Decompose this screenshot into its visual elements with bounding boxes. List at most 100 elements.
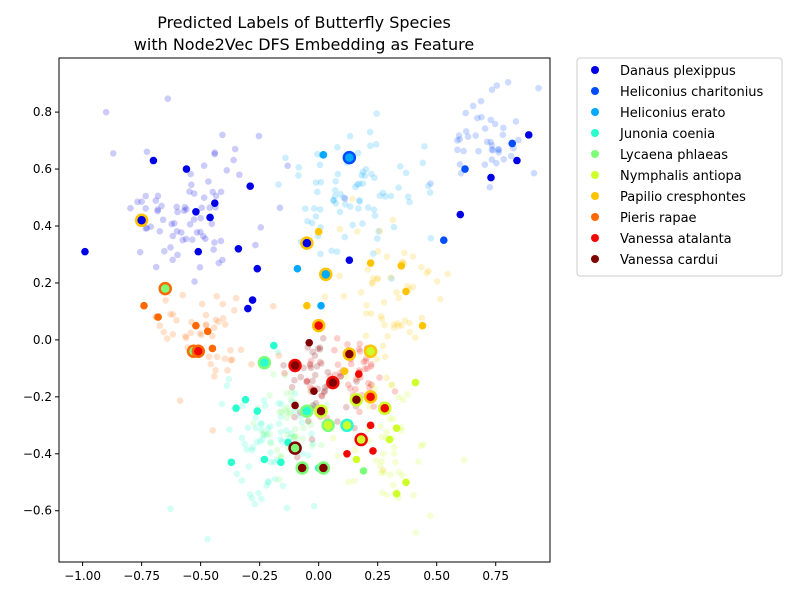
y-tick-label: 0.6	[33, 162, 52, 176]
legend-marker	[591, 66, 599, 74]
legend-marker	[591, 87, 599, 95]
background-point	[297, 373, 305, 381]
background-point	[163, 335, 171, 342]
background-point	[261, 431, 269, 439]
data-point	[319, 151, 328, 159]
background-point	[475, 147, 482, 155]
highlighted-point	[288, 358, 302, 373]
background-point	[174, 208, 181, 216]
legend-label: Heliconius charitonius	[620, 85, 764, 100]
background-point	[372, 457, 380, 464]
background-point	[225, 375, 233, 383]
background-point	[387, 273, 395, 281]
background-point	[330, 197, 337, 204]
background-point	[298, 418, 306, 426]
background-point	[304, 418, 312, 426]
background-point	[147, 223, 155, 231]
background-point	[406, 198, 413, 206]
background-point	[291, 376, 298, 384]
data-point	[487, 173, 495, 182]
background-point	[198, 331, 205, 339]
background-point	[357, 289, 365, 296]
background-point	[208, 332, 216, 340]
background-point	[311, 371, 319, 379]
data-point	[206, 213, 214, 222]
highlighted-point	[300, 236, 314, 250]
background-point	[307, 364, 315, 372]
background-point	[275, 476, 283, 483]
data-point	[244, 304, 252, 313]
background-point	[383, 428, 390, 436]
background-point	[456, 161, 464, 168]
background-point	[227, 346, 234, 354]
background-point	[425, 267, 432, 275]
data-point	[411, 378, 420, 387]
background-point	[161, 247, 168, 255]
background-point	[399, 396, 407, 404]
background-point	[281, 369, 288, 377]
y-tick-label: −0.2	[23, 390, 52, 404]
background-point	[367, 310, 375, 317]
legend-label: Danaus plexippus	[620, 64, 736, 79]
background-point	[154, 207, 161, 215]
background-point	[350, 477, 358, 485]
background-point	[318, 360, 325, 367]
data-point	[192, 321, 200, 330]
background-point	[380, 469, 388, 477]
background-point	[395, 294, 403, 302]
background-point	[455, 132, 463, 139]
background-point	[334, 144, 341, 151]
background-point	[404, 390, 411, 398]
background-point	[162, 297, 169, 304]
background-point	[236, 171, 243, 179]
background-point	[389, 481, 397, 489]
background-point	[341, 195, 349, 202]
x-tick-label: 0.50	[423, 569, 450, 583]
background-point	[377, 423, 384, 430]
data-point	[154, 313, 162, 321]
background-point	[329, 434, 337, 442]
highlighted-point	[342, 347, 357, 361]
background-point	[355, 205, 362, 212]
background-point	[500, 124, 507, 132]
background-point	[384, 332, 391, 340]
background-point	[305, 452, 312, 459]
background-point	[488, 142, 496, 149]
background-point	[267, 440, 275, 447]
background-point	[212, 316, 220, 324]
background-point	[426, 189, 434, 196]
background-point	[211, 373, 218, 380]
background-point	[300, 424, 307, 432]
background-point	[359, 220, 366, 227]
data-point	[354, 370, 363, 378]
background-point	[167, 505, 174, 513]
background-point	[209, 427, 216, 434]
data-point	[345, 256, 354, 264]
background-point	[333, 248, 341, 256]
background-point	[368, 381, 376, 389]
background-point	[134, 198, 141, 206]
legend-marker	[591, 192, 599, 200]
data-point	[340, 367, 349, 376]
background-point	[211, 239, 218, 246]
background-point	[249, 444, 256, 451]
background-point	[219, 256, 226, 264]
background-point	[221, 355, 229, 362]
background-point	[200, 162, 208, 169]
background-point	[330, 196, 337, 204]
background-point	[292, 425, 299, 433]
background-point	[212, 192, 220, 200]
highlighted-point	[342, 150, 357, 165]
background-point	[374, 275, 382, 282]
background-point	[245, 463, 253, 470]
background-point	[491, 120, 499, 128]
background-point	[483, 138, 491, 146]
background-point	[373, 235, 381, 242]
x-tick-label: −0.25	[241, 569, 278, 583]
background-point	[373, 110, 380, 117]
background-point	[324, 368, 332, 376]
background-point	[495, 145, 502, 153]
background-point	[152, 263, 160, 271]
background-point	[283, 390, 291, 397]
